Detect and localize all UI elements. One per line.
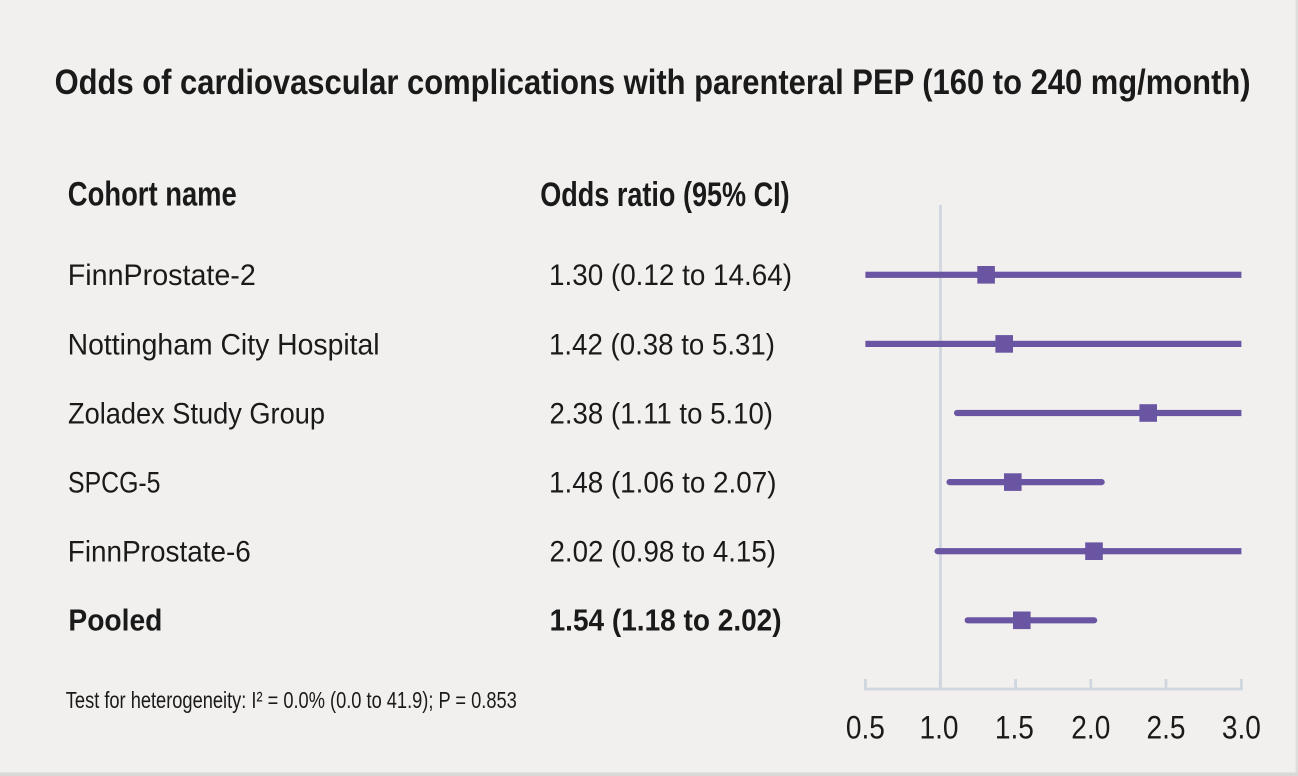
svg-text:1.42 (0.38 to 5.31): 1.42 (0.38 to 5.31) [549,328,775,361]
svg-text:3.0: 3.0 [1222,710,1261,746]
svg-text:Pooled: Pooled [68,605,162,638]
svg-text:2.38 (1.11 to 5.10): 2.38 (1.11 to 5.10) [550,397,774,430]
svg-text:FinnProstate-6: FinnProstate-6 [68,536,251,569]
svg-text:0.5: 0.5 [846,710,885,746]
svg-text:SPCG-5: SPCG-5 [68,467,161,500]
svg-text:2.0: 2.0 [1071,710,1110,746]
svg-text:1.48 (1.06 to 2.07): 1.48 (1.06 to 2.07) [549,467,777,500]
svg-text:1.54 (1.18 to 2.02): 1.54 (1.18 to 2.02) [550,605,782,638]
svg-text:Odds of cardiovascular complic: Odds of cardiovascular complications wit… [55,63,1251,102]
svg-text:1.0: 1.0 [920,710,959,746]
svg-text:FinnProstate-2: FinnProstate-2 [68,259,256,292]
svg-text:1.5: 1.5 [995,710,1034,746]
svg-text:Cohort name: Cohort name [68,176,237,214]
svg-text:2.02 (0.98 to 4.15): 2.02 (0.98 to 4.15) [550,536,777,569]
svg-text:Nottingham City Hospital: Nottingham City Hospital [68,328,380,361]
svg-text:1.30 (0.12 to 14.64): 1.30 (0.12 to 14.64) [549,259,792,292]
svg-text:Zoladex Study Group: Zoladex Study Group [68,397,325,430]
svg-text:Test for heterogeneity: I² = 0: Test for heterogeneity: I² = 0.0% (0.0 t… [66,687,517,713]
svg-text:2.5: 2.5 [1147,710,1186,746]
svg-text:Odds ratio (95% CI): Odds ratio (95% CI) [540,176,790,214]
